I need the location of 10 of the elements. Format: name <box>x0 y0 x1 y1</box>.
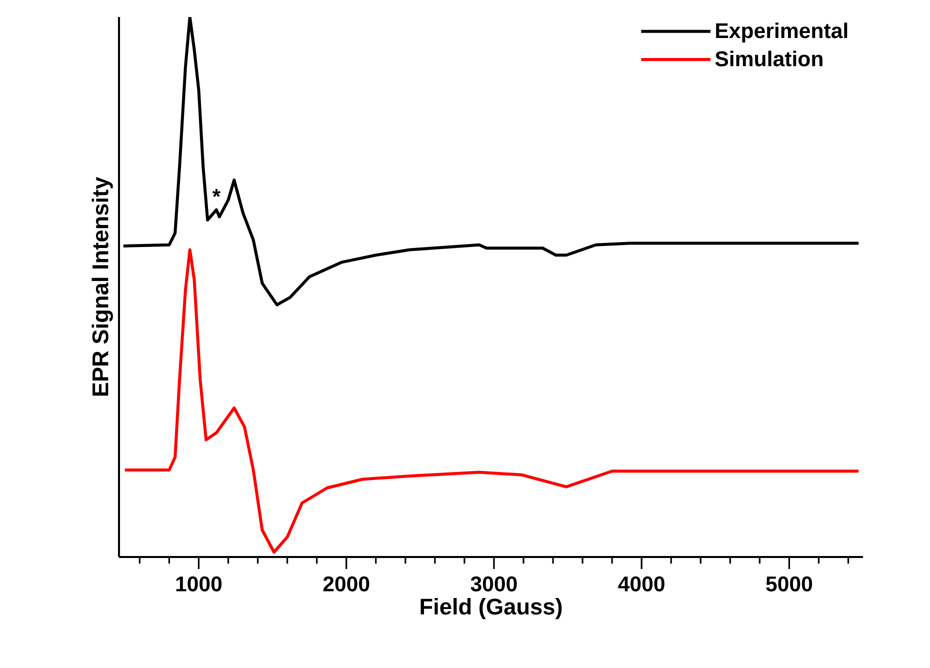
x-tick-label: 5000 <box>766 576 812 592</box>
x-tick-label: 4000 <box>618 576 664 592</box>
legend-label: Experimental <box>716 22 848 42</box>
x-tick-label: 3000 <box>470 576 517 592</box>
x-tick-label: 2000 <box>323 576 370 592</box>
y-axis-title: EPR Signal Intensity <box>92 176 113 396</box>
x-axis-title: Field (Gauss) <box>420 598 562 620</box>
x-tick-label: 1000 <box>176 576 222 592</box>
annotation: * <box>212 189 221 197</box>
legend-label: Simulation <box>715 50 822 66</box>
